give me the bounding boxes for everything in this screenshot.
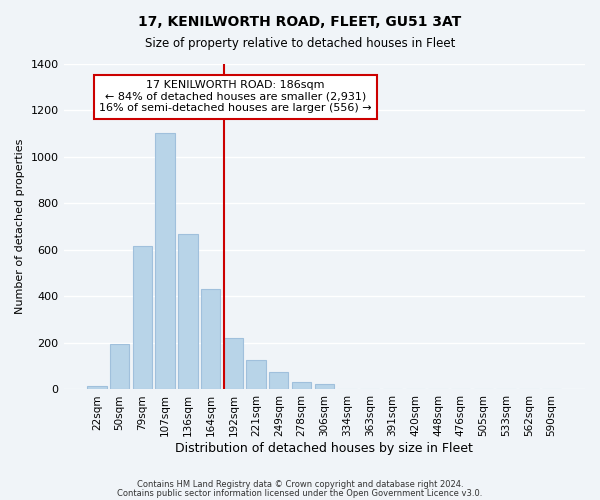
Bar <box>247 360 266 390</box>
X-axis label: Distribution of detached houses by size in Fleet: Distribution of detached houses by size … <box>175 442 473 455</box>
Bar <box>110 344 130 390</box>
Bar <box>292 382 311 390</box>
Text: Contains HM Land Registry data © Crown copyright and database right 2024.: Contains HM Land Registry data © Crown c… <box>137 480 463 489</box>
Bar <box>155 132 175 390</box>
Bar <box>269 372 289 390</box>
Bar <box>133 246 152 390</box>
Bar <box>178 234 197 390</box>
Text: Contains public sector information licensed under the Open Government Licence v3: Contains public sector information licen… <box>118 489 482 498</box>
Text: Size of property relative to detached houses in Fleet: Size of property relative to detached ho… <box>145 38 455 51</box>
Bar <box>314 384 334 390</box>
Bar <box>87 386 107 390</box>
Bar <box>201 290 220 390</box>
Y-axis label: Number of detached properties: Number of detached properties <box>15 139 25 314</box>
Bar <box>224 338 243 390</box>
Text: 17, KENILWORTH ROAD, FLEET, GU51 3AT: 17, KENILWORTH ROAD, FLEET, GU51 3AT <box>139 15 461 29</box>
Text: 17 KENILWORTH ROAD: 186sqm
← 84% of detached houses are smaller (2,931)
16% of s: 17 KENILWORTH ROAD: 186sqm ← 84% of deta… <box>100 80 372 114</box>
